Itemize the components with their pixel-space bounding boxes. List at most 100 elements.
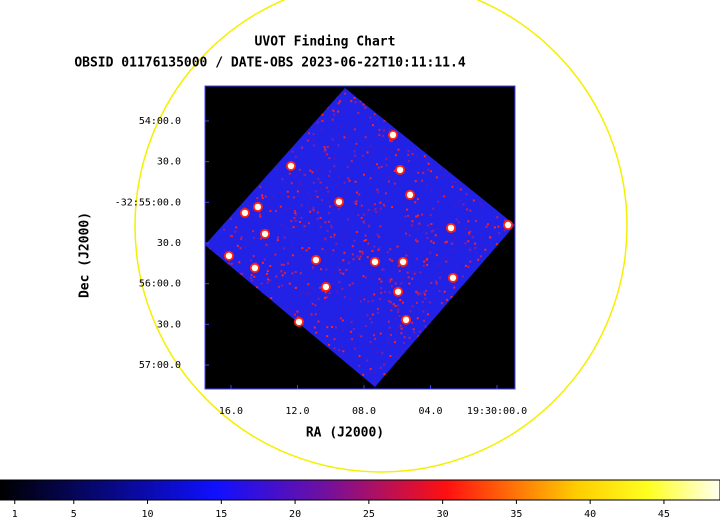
- noise-pixel: [276, 236, 279, 239]
- noise-pixel: [454, 282, 457, 285]
- noise-pixel: [417, 293, 420, 296]
- noise-pixel: [453, 286, 456, 289]
- noise-pixel: [362, 213, 365, 216]
- noise-pixel: [298, 254, 301, 257]
- noise-pixel: [402, 276, 405, 279]
- noise-pixel: [354, 154, 357, 157]
- noise-pixel: [256, 286, 259, 289]
- noise-pixel: [252, 255, 255, 258]
- noise-pixel: [335, 242, 338, 245]
- noise-pixel: [363, 173, 366, 176]
- noise-pixel: [275, 275, 278, 278]
- noise-pixel: [236, 229, 239, 232]
- noise-pixel: [398, 358, 401, 361]
- noise-pixel: [235, 226, 238, 229]
- noise-pixel: [262, 237, 265, 240]
- noise-pixel: [445, 240, 448, 243]
- noise-pixel: [369, 144, 372, 147]
- noise-pixel: [377, 191, 380, 194]
- noise-pixel: [389, 175, 392, 178]
- noise-pixel: [364, 276, 367, 279]
- noise-pixel: [464, 264, 467, 267]
- noise-pixel: [465, 208, 468, 211]
- noise-pixel: [396, 304, 399, 307]
- noise-pixel: [317, 320, 320, 323]
- noise-pixel: [435, 280, 438, 283]
- noise-pixel: [415, 155, 418, 158]
- noise-pixel: [446, 298, 449, 301]
- colorbar-tick-label: 45: [658, 509, 670, 520]
- noise-pixel: [284, 226, 287, 229]
- noise-pixel: [281, 284, 284, 287]
- noise-pixel: [307, 283, 310, 286]
- noise-pixel: [341, 319, 344, 322]
- noise-pixel: [411, 153, 414, 156]
- noise-pixel: [330, 224, 333, 227]
- noise-pixel: [384, 192, 387, 195]
- noise-pixel: [390, 278, 393, 281]
- noise-pixel: [383, 129, 386, 132]
- noise-pixel: [327, 190, 330, 193]
- noise-pixel: [379, 207, 382, 210]
- noise-pixel: [457, 240, 460, 243]
- noise-pixel: [451, 185, 454, 188]
- noise-pixel: [416, 317, 419, 320]
- noise-pixel: [373, 371, 376, 374]
- noise-pixel: [372, 124, 375, 127]
- noise-pixel: [411, 305, 414, 308]
- noise-pixel: [312, 206, 315, 209]
- noise-pixel: [291, 272, 294, 275]
- noise-pixel: [416, 180, 419, 183]
- noise-pixel: [437, 263, 440, 266]
- noise-pixel: [435, 254, 438, 257]
- noise-pixel: [379, 201, 382, 204]
- noise-pixel: [498, 232, 501, 235]
- noise-pixel: [397, 326, 400, 329]
- noise-pixel: [288, 172, 291, 175]
- noise-pixel: [426, 263, 429, 266]
- noise-pixel: [390, 140, 393, 143]
- noise-pixel: [353, 96, 356, 99]
- noise-pixel: [258, 210, 261, 213]
- noise-pixel: [244, 246, 247, 249]
- noise-pixel: [381, 268, 384, 271]
- noise-pixel: [280, 224, 283, 227]
- noise-pixel: [415, 257, 418, 260]
- noise-pixel: [279, 205, 282, 208]
- source: [225, 252, 233, 260]
- noise-pixel: [410, 224, 413, 227]
- noise-pixel: [411, 220, 414, 223]
- noise-pixel: [259, 213, 262, 216]
- noise-pixel: [308, 137, 311, 140]
- noise-pixel: [376, 188, 379, 191]
- noise-pixel: [309, 196, 312, 199]
- noise-pixel: [382, 127, 385, 130]
- noise-pixel: [249, 277, 252, 280]
- noise-pixel: [311, 267, 314, 270]
- noise-pixel: [425, 158, 428, 161]
- noise-pixel: [468, 233, 471, 236]
- noise-pixel: [392, 303, 395, 306]
- colorbar-tick-label: 10: [142, 509, 154, 520]
- noise-pixel: [419, 271, 422, 274]
- noise-pixel: [381, 352, 384, 355]
- noise-pixel: [294, 155, 297, 158]
- noise-pixel: [342, 272, 345, 275]
- noise-pixel: [415, 237, 418, 240]
- noise-pixel: [489, 236, 492, 239]
- noise-pixel: [371, 209, 374, 212]
- noise-pixel: [290, 220, 293, 223]
- source: [399, 258, 407, 266]
- noise-pixel: [380, 350, 383, 353]
- noise-pixel: [369, 340, 372, 343]
- noise-pixel: [367, 225, 370, 228]
- noise-pixel: [413, 272, 416, 275]
- noise-pixel: [430, 230, 433, 233]
- region-circle: [134, 0, 628, 473]
- noise-pixel: [383, 290, 386, 293]
- noise-pixel: [230, 217, 233, 220]
- noise-pixel: [454, 205, 457, 208]
- noise-pixel: [439, 195, 442, 198]
- noise-pixel: [429, 301, 432, 304]
- noise-pixel: [365, 212, 368, 215]
